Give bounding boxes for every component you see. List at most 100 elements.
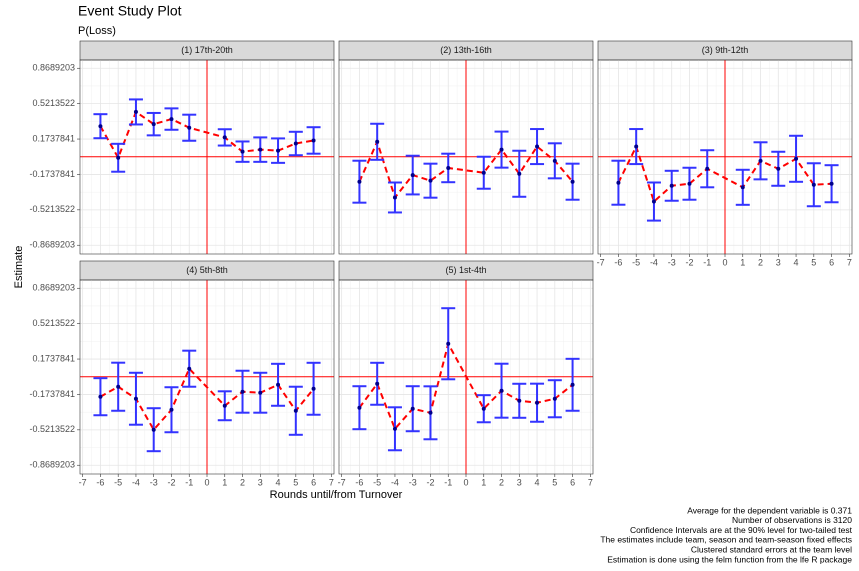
point xyxy=(151,427,156,432)
y-tick-label: 0.1737841 xyxy=(32,133,75,143)
point xyxy=(481,170,486,175)
caption-line: The estimates include team, season and t… xyxy=(600,535,852,545)
x-tick-label: -4 xyxy=(391,477,399,487)
x-tick-label: -6 xyxy=(355,477,363,487)
caption-line: Estimation is done using the felm functi… xyxy=(607,554,852,564)
x-tick-label: -6 xyxy=(614,257,622,267)
point xyxy=(634,144,639,149)
point xyxy=(276,148,281,153)
point xyxy=(499,147,504,152)
x-tick-label: 3 xyxy=(258,477,263,487)
caption-line: Confidence Intervals are at the 90% leve… xyxy=(630,525,853,535)
x-tick-label: 4 xyxy=(794,257,799,267)
estimate-line xyxy=(617,143,832,204)
x-tick-label: 0 xyxy=(463,477,468,487)
point xyxy=(311,138,316,143)
y-tick-label: 0.1737841 xyxy=(32,353,75,363)
point xyxy=(517,171,522,176)
point xyxy=(240,149,245,154)
y-tick-label: -0.5213522 xyxy=(29,204,75,214)
point xyxy=(116,155,121,160)
x-tick-label: 1 xyxy=(222,477,227,487)
x-tick-label: 6 xyxy=(829,257,834,267)
x-tick-label: -4 xyxy=(132,477,140,487)
x-tick-label: -1 xyxy=(185,477,193,487)
y-tick-label: -0.8689203 xyxy=(29,240,75,250)
x-tick-label: 4 xyxy=(535,477,540,487)
x-tick-label: -1 xyxy=(444,477,452,487)
point xyxy=(570,382,575,387)
x-tick-label: -5 xyxy=(632,257,640,267)
x-tick-label: 1 xyxy=(481,477,486,487)
point xyxy=(687,181,692,186)
x-tick-label: -3 xyxy=(409,477,417,487)
x-tick-label: -3 xyxy=(150,477,158,487)
x-tick-label: 0 xyxy=(204,477,209,487)
point xyxy=(570,179,575,184)
point xyxy=(222,403,227,408)
x-tick-label: 7 xyxy=(588,477,593,487)
x-tick-label: -3 xyxy=(668,257,676,267)
point xyxy=(357,179,362,184)
point xyxy=(98,124,103,129)
point xyxy=(293,141,298,146)
point xyxy=(428,178,433,183)
point xyxy=(187,366,192,371)
estimate-line xyxy=(358,138,574,200)
point xyxy=(375,381,380,386)
x-tick-label: 1 xyxy=(740,257,745,267)
panel-border xyxy=(338,59,594,255)
x-tick-label: -7 xyxy=(597,257,605,267)
strip-label: (3) 9th-12th xyxy=(702,45,749,55)
point xyxy=(811,182,816,187)
caption-line: Clustered standard errors at the team le… xyxy=(691,544,852,554)
point xyxy=(169,117,174,122)
chart-subtitle: P(Loss) xyxy=(78,25,116,37)
strip-label: (4) 5th-8th xyxy=(186,265,228,275)
point xyxy=(740,185,745,190)
point xyxy=(776,166,781,171)
x-tick-label: -4 xyxy=(650,257,658,267)
point xyxy=(258,390,263,395)
panel-border xyxy=(79,59,335,255)
x-axis-title: Rounds until/from Turnover xyxy=(270,489,403,501)
x-tick-label: 7 xyxy=(847,257,852,267)
point xyxy=(616,180,621,185)
point xyxy=(311,386,316,391)
point xyxy=(552,396,557,401)
caption-line: Average for the dependent variable is 0.… xyxy=(687,505,852,515)
strip-label: (1) 17th-20th xyxy=(181,45,233,55)
panel-border xyxy=(79,279,335,475)
x-tick-label: 5 xyxy=(811,257,816,267)
point xyxy=(240,389,245,394)
x-tick-label: 6 xyxy=(311,477,316,487)
point xyxy=(428,410,433,415)
point xyxy=(116,384,121,389)
point xyxy=(410,406,415,411)
x-tick-label: 2 xyxy=(758,257,763,267)
point xyxy=(222,135,227,140)
point xyxy=(276,382,281,387)
point xyxy=(357,405,362,410)
y-tick-label: -0.1737841 xyxy=(29,169,75,179)
estimate-line xyxy=(99,110,314,161)
x-tick-label: 7 xyxy=(329,477,334,487)
x-tick-label: 5 xyxy=(293,477,298,487)
x-tick-label: 0 xyxy=(722,257,727,267)
caption-line: Number of observations is 3120 xyxy=(732,515,852,525)
y-tick-label: 0.5213522 xyxy=(32,318,75,328)
x-tick-label: -6 xyxy=(96,477,104,487)
point xyxy=(446,165,451,170)
point xyxy=(535,400,540,405)
y-tick-label: -0.8689203 xyxy=(29,460,75,470)
x-tick-label: 4 xyxy=(276,477,281,487)
y-tick-label: 0.5213522 xyxy=(32,98,75,108)
point xyxy=(258,147,263,152)
x-tick-label: 2 xyxy=(240,477,245,487)
point xyxy=(410,173,415,178)
point xyxy=(169,407,174,412)
y-tick-label: 0.8689203 xyxy=(32,63,75,73)
point xyxy=(552,158,557,163)
x-tick-label: -2 xyxy=(426,477,434,487)
